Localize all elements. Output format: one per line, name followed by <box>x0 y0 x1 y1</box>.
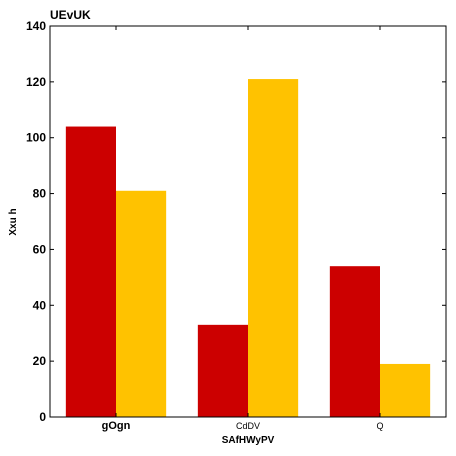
x-tick-label: CdDV <box>236 421 260 431</box>
bar-Q-series-1 <box>329 266 380 417</box>
plot-frame <box>49 25 447 418</box>
y-tick-label: 20 <box>33 354 47 368</box>
y-tick-label: 120 <box>26 75 46 89</box>
bar-gOgn-series-1 <box>65 126 116 417</box>
y-tick-label: 40 <box>33 298 47 312</box>
y-tick-label: 140 <box>26 19 46 33</box>
y-tick-label: 60 <box>33 242 47 256</box>
ticks-group: gOgn CdDV Q 0 20 40 60 80 100 120 140 <box>26 19 446 432</box>
bar-gOgn-series-2 <box>116 190 167 417</box>
bar-CdDV-series-1 <box>197 324 248 417</box>
x-tick-label: Q <box>376 421 383 431</box>
y-tick-label: 0 <box>39 410 46 424</box>
bars-group <box>65 79 431 417</box>
y-tick-label: 80 <box>33 187 47 201</box>
x-axis-label: SAfHWyPV <box>222 435 275 446</box>
y-axis-label: Xxu h <box>8 208 19 235</box>
bar-CdDV-series-2 <box>248 79 299 417</box>
chart-title: UEvUK <box>50 8 91 22</box>
x-tick-label: gOgn <box>102 420 131 432</box>
y-tick-label: 100 <box>26 131 46 145</box>
bar-Q-series-2 <box>380 363 431 417</box>
